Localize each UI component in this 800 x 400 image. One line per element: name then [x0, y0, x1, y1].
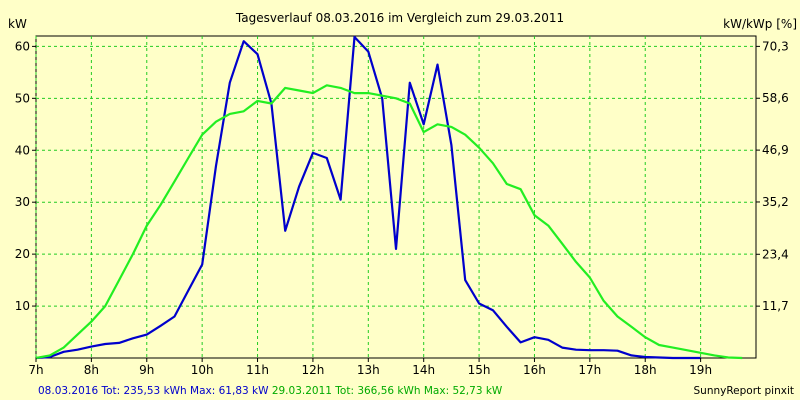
- footer-credit: SunnyReport pinxit: [694, 385, 794, 397]
- y-tick-label: 60: [15, 39, 30, 53]
- footer-summary: 08.03.2016 Tot: 235,53 kWh Max: 61,83 kW…: [38, 385, 503, 397]
- y2-tick-label: 70,3: [762, 39, 789, 53]
- y-axis-ticks: 10 20 30 40 50 60: [15, 39, 36, 313]
- plot-frame: [35, 35, 757, 359]
- x-tick-label: 16h: [523, 363, 546, 377]
- y2-tick-label: 11,7: [762, 299, 789, 313]
- x-axis-ticks: 7h 8h 9h 10h 11h 12h 13h 14h 15h 16h 17h 18h 19h: [28, 358, 712, 377]
- x-tick-label: 13h: [357, 363, 380, 377]
- y2-tick-label: 35,2: [762, 195, 789, 209]
- series-line-1: [35, 35, 701, 360]
- y-tick-label: 30: [15, 195, 30, 209]
- series-layer: [35, 35, 743, 360]
- chart-title: Tagesverlauf 08.03.2016 im Vergleich zum…: [235, 11, 564, 25]
- x-tick-label: 19h: [689, 363, 712, 377]
- x-tick-label: 14h: [412, 363, 435, 377]
- y-tick-label: 10: [15, 299, 30, 313]
- y2-tick-label: 46,9: [762, 143, 789, 157]
- grid: [35, 36, 756, 358]
- y2-tick-label: 23,4: [762, 247, 789, 261]
- footer-series-2-summary: 29.03.2011 Tot: 366,56 kWh Max: 52,73 kW: [268, 385, 502, 397]
- y-tick-label: 40: [15, 143, 30, 157]
- x-tick-label: 10h: [191, 363, 214, 377]
- y2-tick-label: 58,6: [762, 91, 789, 105]
- x-tick-label: 18h: [634, 363, 657, 377]
- x-tick-label: 9h: [139, 363, 154, 377]
- y2-axis-label: kW/kWp [%]: [723, 17, 797, 31]
- y-tick-label: 20: [15, 247, 30, 261]
- x-tick-label: 8h: [84, 363, 99, 377]
- y-axis-label: kW: [8, 17, 27, 31]
- x-tick-label: 17h: [578, 363, 601, 377]
- x-tick-label: 15h: [468, 363, 491, 377]
- series-line-2: [35, 84, 743, 360]
- x-tick-label: 7h: [28, 363, 43, 377]
- x-tick-label: 12h: [301, 363, 324, 377]
- y-tick-label: 50: [15, 91, 30, 105]
- x-tick-label: 11h: [246, 363, 269, 377]
- footer-series-1-summary: 08.03.2016 Tot: 235,53 kWh Max: 61,83 kW: [38, 385, 269, 397]
- y2-axis-ticks: 11,7 23,4 35,2 46,9 58,6 70,3: [756, 39, 789, 313]
